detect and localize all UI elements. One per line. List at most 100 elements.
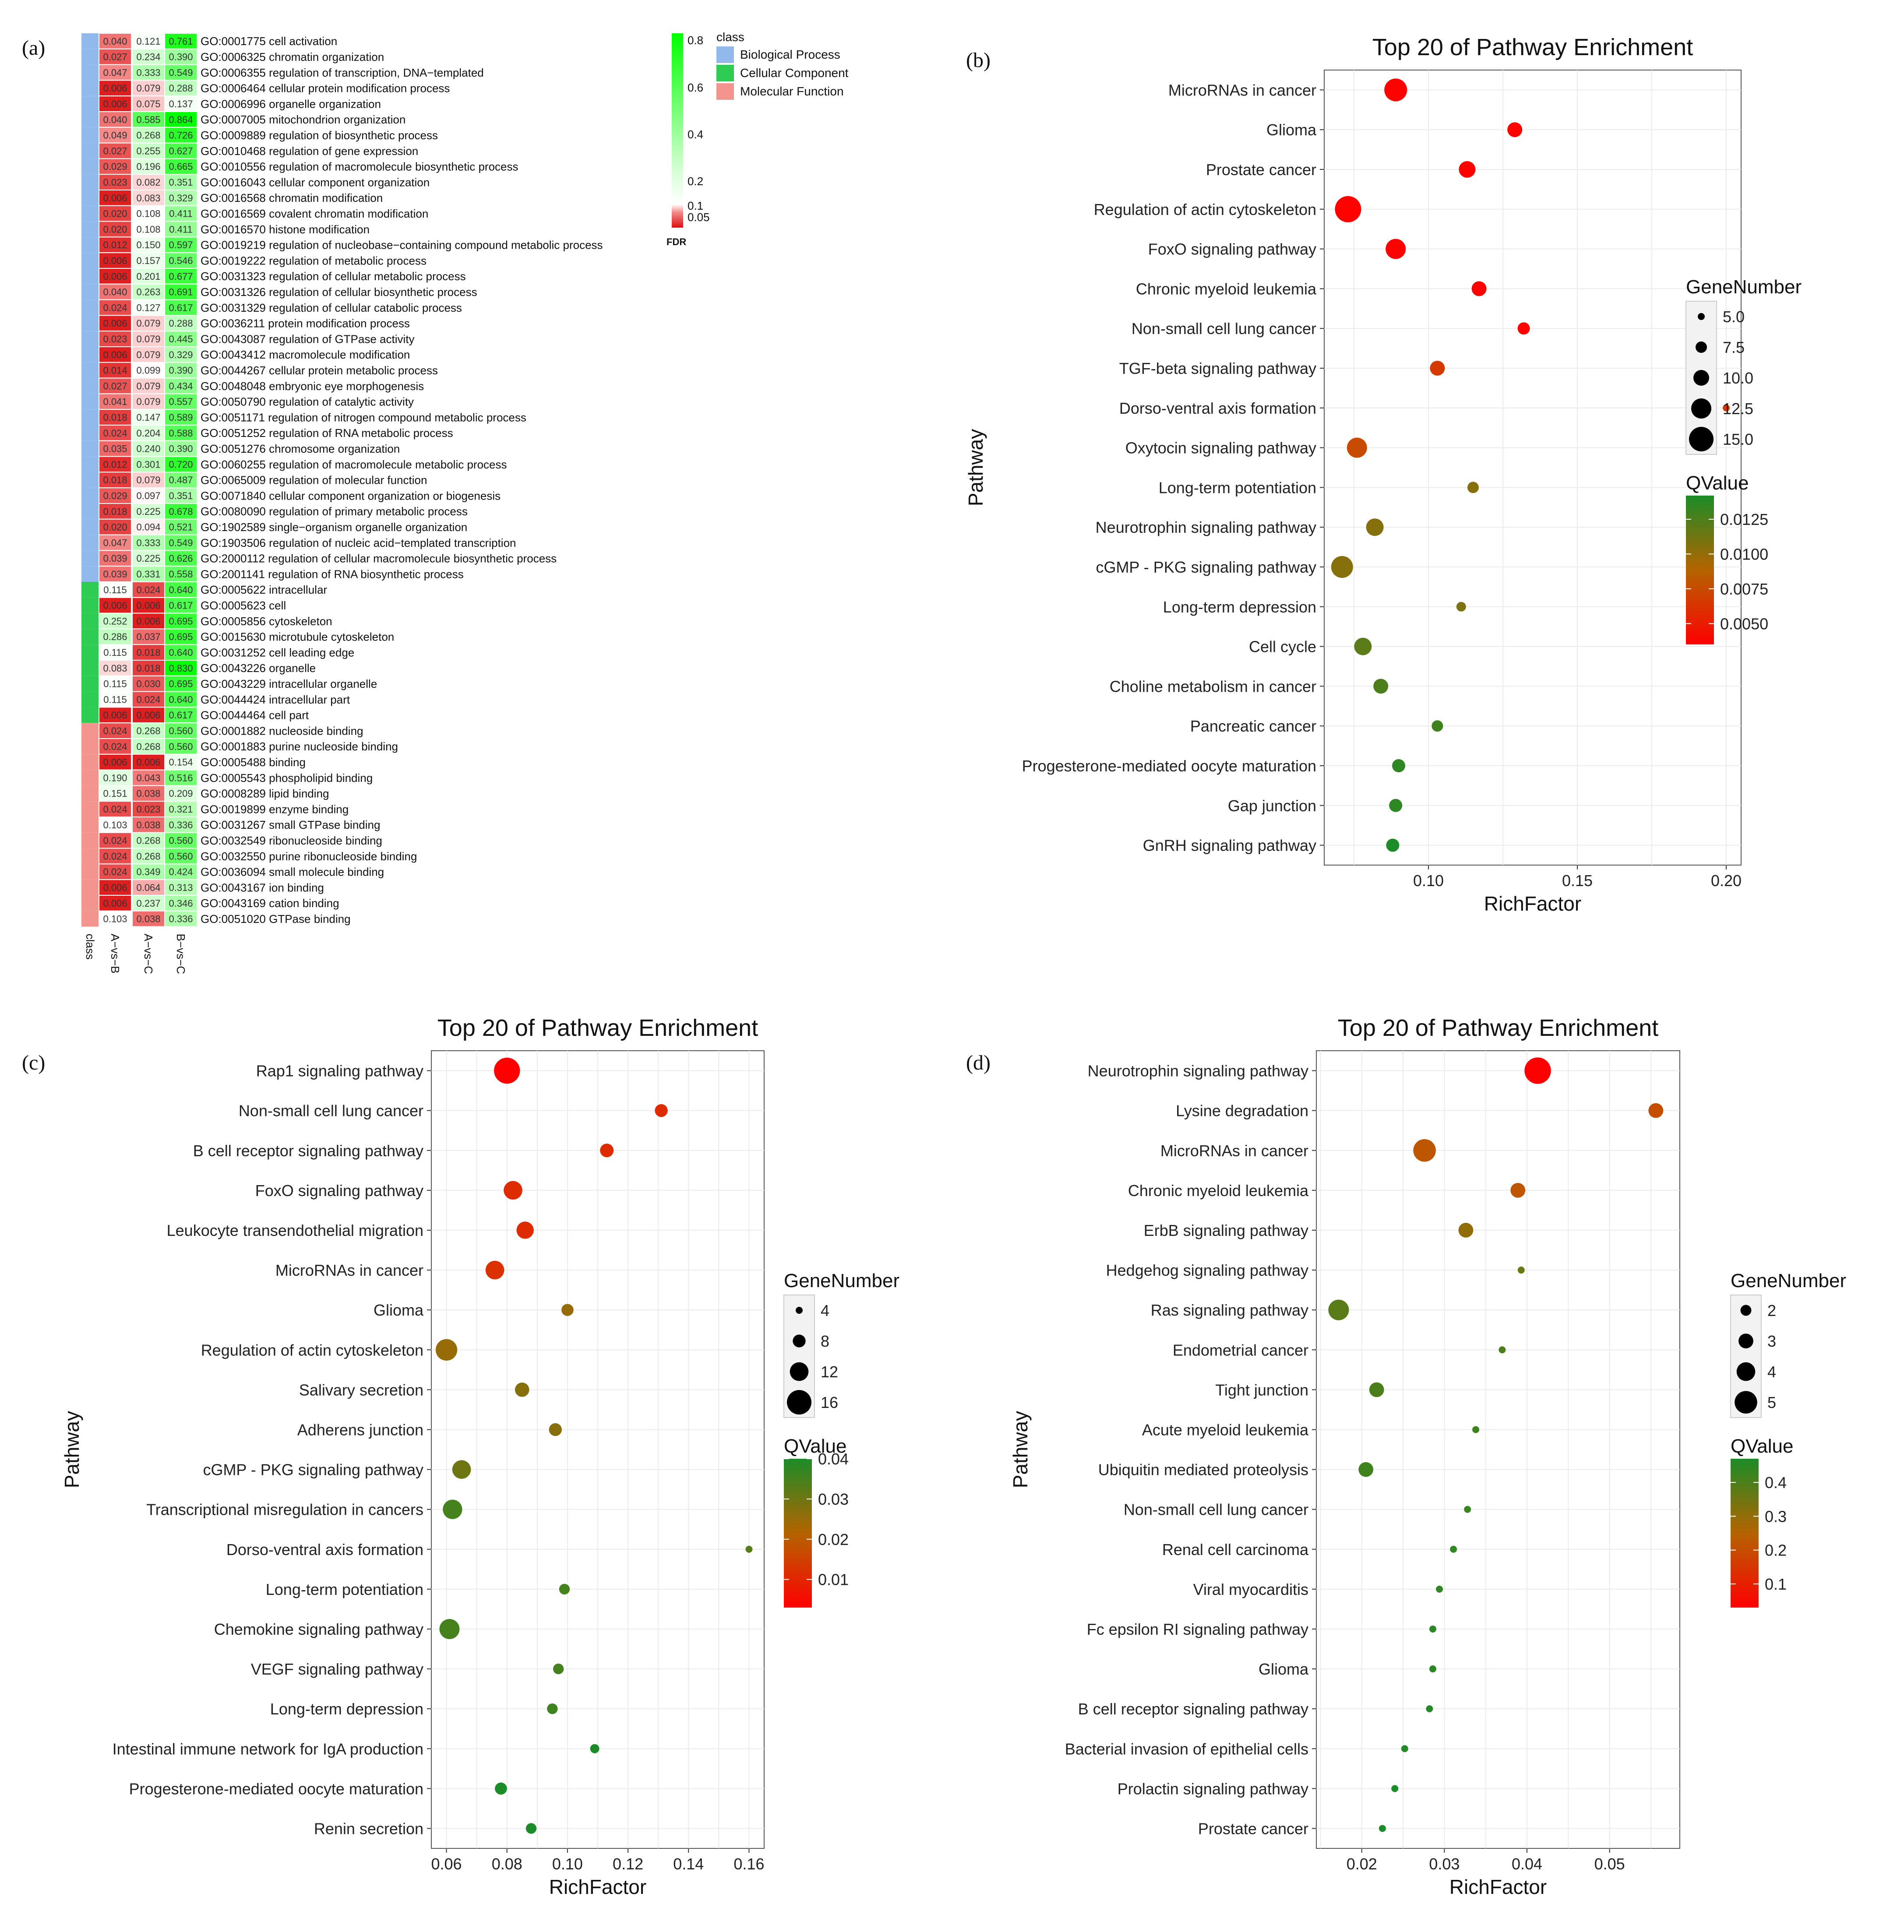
heatmap-cell-value: 0.560 — [169, 851, 193, 862]
bubble-point — [1510, 1182, 1526, 1198]
heatmap-cell-value: 0.557 — [169, 396, 193, 407]
size-legend-key — [1698, 313, 1705, 320]
heatmap-cell — [164, 675, 197, 692]
pathway-label: Adherens junction — [297, 1421, 423, 1439]
heatmap-cell-value: 0.234 — [136, 52, 160, 63]
heatmap-cell-value: 0.014 — [103, 365, 127, 376]
pathway-label: Leukocyte transendothelial migration — [167, 1221, 423, 1239]
heatmap-cell — [164, 299, 197, 316]
heatmap-cell-value: 0.040 — [103, 114, 127, 125]
pathway-label: FoxO signaling pathway — [255, 1182, 423, 1200]
heatmap-cell-value: 0.024 — [103, 851, 127, 862]
heatmap-cell — [164, 769, 197, 786]
bubble-point — [1459, 161, 1476, 178]
heatmap-cell — [164, 848, 197, 865]
y-axis-title: Pathway — [60, 1411, 83, 1488]
bubble-point — [1335, 196, 1361, 222]
heatmap-cell — [164, 440, 197, 457]
color-legend-label: 0.0125 — [1720, 510, 1768, 528]
heatmap-cell — [164, 456, 197, 473]
heatmap-cell — [132, 753, 165, 771]
class-cell — [81, 456, 99, 472]
pathway-label: Tight junction — [1215, 1381, 1308, 1399]
heatmap-cell-value: 0.024 — [103, 725, 127, 736]
heatmap-cell-value: 0.589 — [169, 412, 193, 423]
go-term-label: GO:0050790 regulation of catalytic activ… — [201, 395, 414, 408]
heatmap-cell-value: 0.079 — [136, 475, 160, 486]
x-tick-label: 0.12 — [613, 1855, 643, 1873]
heatmap-cell-value: 0.677 — [169, 271, 193, 282]
heatmap-cell — [99, 753, 132, 771]
heatmap-cell-value: 0.115 — [103, 647, 127, 658]
heatmap-cell-value: 0.830 — [169, 663, 193, 674]
pathway-label: cGMP - PKG signaling pathway — [1096, 558, 1316, 576]
heatmap-cell-value: 0.617 — [169, 302, 193, 313]
class-cell — [81, 96, 99, 112]
bubble-point — [435, 1339, 458, 1361]
bubbles — [435, 1057, 753, 1834]
go-term-label: GO:0010468 regulation of gene expression — [201, 144, 418, 158]
size-legend-label: 4 — [821, 1302, 829, 1320]
y-axis-title: Pathway — [1009, 1411, 1032, 1488]
pathway-label: B cell receptor signaling pathway — [1078, 1700, 1308, 1718]
heatmap-cell-value: 0.023 — [103, 177, 127, 188]
heatmap-cell — [164, 487, 197, 504]
heatmap-cell-value: 0.079 — [136, 380, 160, 391]
class-cell — [81, 378, 99, 394]
heatmap-cell — [99, 158, 132, 175]
fdr-label: FDR — [666, 236, 686, 247]
heatmap-cell — [99, 127, 132, 144]
color-legend-label: 0.1 — [1765, 1575, 1787, 1593]
heatmap-cell-value: 0.043 — [136, 772, 160, 783]
heatmap-cell-value: 0.006 — [103, 882, 127, 893]
pathway-label: Long-term potentiation — [266, 1580, 423, 1598]
heatmap-cell-value: 0.079 — [136, 396, 160, 407]
heatmap-cell-value: 0.154 — [169, 757, 193, 768]
heatmap-cell — [132, 268, 165, 285]
bubble-point — [1331, 556, 1353, 578]
heatmap-cell-value: 0.558 — [169, 569, 193, 580]
go-term-label: GO:1902589 single−organism organelle org… — [201, 521, 467, 534]
class-cell — [81, 112, 99, 127]
heatmap-cell-value: 0.006 — [103, 898, 127, 909]
heatmap-cell-value: 0.023 — [103, 334, 127, 345]
pathway-label: Ubiquitin mediated proteolysis — [1098, 1461, 1308, 1479]
heatmap-cell-value: 0.329 — [169, 193, 193, 204]
heatmap-cell — [99, 221, 132, 238]
heatmap-cell — [164, 331, 197, 348]
bubble-point — [525, 1823, 537, 1834]
heatmap-cell-value: 0.079 — [136, 83, 160, 94]
bubble-point — [1432, 720, 1443, 732]
heatmap-cell-value: 0.617 — [169, 600, 193, 611]
class-cell — [81, 237, 99, 253]
heatmap-cell-value: 0.445 — [169, 334, 193, 345]
heatmap-cell — [132, 707, 165, 724]
go-term-label: GO:0044424 intracellular part — [201, 693, 350, 706]
heatmap-cell-value: 0.333 — [136, 537, 160, 548]
x-tick-label: 0.02 — [1347, 1855, 1377, 1873]
bubble-point — [1358, 1462, 1374, 1477]
x-tick-label: 0.16 — [733, 1855, 764, 1873]
heatmap-cell — [132, 48, 165, 65]
fdr-tick-label: 0.05 — [688, 211, 710, 224]
class-cell — [81, 80, 99, 96]
heatmap-cell-value: 0.115 — [103, 584, 127, 595]
go-term-label: GO:0009889 regulation of biosynthetic pr… — [201, 129, 438, 142]
heatmap-cell — [164, 346, 197, 363]
class-cell — [81, 425, 99, 441]
heatmap-cell-value: 0.035 — [103, 443, 127, 454]
heatmap-cell — [99, 848, 132, 865]
class-cell — [81, 472, 99, 488]
go-term-label: GO:0016568 chromatin modification — [201, 191, 383, 204]
go-term-label: GO:0032550 purine ribonucleoside binding — [201, 850, 417, 863]
size-legend-label: 15.0 — [1723, 430, 1753, 448]
heatmap-cell-value: 0.049 — [103, 130, 127, 141]
qvalue-colorbar — [1686, 496, 1714, 644]
size-legend-label: 12 — [821, 1363, 838, 1381]
heatmap-cell — [164, 236, 197, 253]
class-cell — [81, 331, 99, 347]
heatmap-cell — [99, 816, 132, 833]
class-cell — [81, 221, 99, 237]
go-term-label: GO:0019219 regulation of nucleobase−cont… — [201, 239, 603, 252]
heatmap-cell — [132, 393, 165, 410]
